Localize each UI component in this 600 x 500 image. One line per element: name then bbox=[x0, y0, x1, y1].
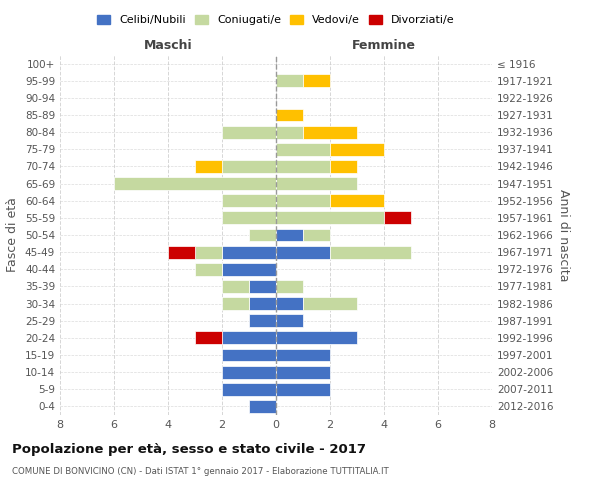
Bar bbox=[222, 332, 276, 344]
Bar bbox=[222, 366, 276, 378]
Bar bbox=[222, 212, 276, 224]
Bar bbox=[276, 160, 330, 173]
Text: Popolazione per età, sesso e stato civile - 2017: Popolazione per età, sesso e stato civil… bbox=[12, 442, 366, 456]
Bar bbox=[276, 108, 303, 122]
Bar bbox=[276, 74, 303, 87]
Bar bbox=[195, 246, 222, 258]
Bar bbox=[222, 160, 276, 173]
Bar bbox=[276, 177, 357, 190]
Bar bbox=[303, 297, 357, 310]
Bar bbox=[303, 228, 330, 241]
Bar bbox=[222, 348, 276, 362]
Bar bbox=[276, 228, 303, 241]
Bar bbox=[114, 177, 276, 190]
Bar bbox=[249, 228, 276, 241]
Bar bbox=[303, 126, 357, 138]
Bar bbox=[222, 126, 276, 138]
Bar bbox=[249, 400, 276, 413]
Bar bbox=[276, 332, 357, 344]
Legend: Celibi/Nubili, Coniugati/e, Vedovi/e, Divorziati/e: Celibi/Nubili, Coniugati/e, Vedovi/e, Di… bbox=[93, 10, 459, 29]
Bar bbox=[195, 263, 222, 276]
Bar bbox=[303, 74, 330, 87]
Y-axis label: Anni di nascita: Anni di nascita bbox=[557, 188, 570, 281]
Bar bbox=[276, 194, 330, 207]
Text: Femmine: Femmine bbox=[352, 38, 416, 52]
Bar bbox=[222, 297, 249, 310]
Bar bbox=[249, 280, 276, 293]
Bar bbox=[276, 348, 330, 362]
Bar bbox=[222, 263, 276, 276]
Bar bbox=[276, 366, 330, 378]
Bar bbox=[384, 212, 411, 224]
Bar bbox=[276, 246, 330, 258]
Bar bbox=[222, 383, 276, 396]
Bar bbox=[222, 280, 249, 293]
Y-axis label: Fasce di età: Fasce di età bbox=[7, 198, 19, 272]
Bar bbox=[276, 383, 330, 396]
Bar bbox=[330, 160, 357, 173]
Bar bbox=[195, 160, 222, 173]
Bar bbox=[276, 126, 303, 138]
Text: COMUNE DI BONVICINO (CN) - Dati ISTAT 1° gennaio 2017 - Elaborazione TUTTITALIA.: COMUNE DI BONVICINO (CN) - Dati ISTAT 1°… bbox=[12, 468, 389, 476]
Bar bbox=[168, 246, 195, 258]
Bar bbox=[249, 314, 276, 327]
Bar bbox=[330, 143, 384, 156]
Bar bbox=[195, 332, 222, 344]
Bar bbox=[330, 246, 411, 258]
Bar bbox=[276, 297, 303, 310]
Text: Maschi: Maschi bbox=[143, 38, 193, 52]
Bar bbox=[276, 143, 330, 156]
Bar bbox=[276, 280, 303, 293]
Bar bbox=[276, 212, 384, 224]
Bar bbox=[276, 314, 303, 327]
Bar bbox=[249, 297, 276, 310]
Bar bbox=[222, 246, 276, 258]
Bar bbox=[330, 194, 384, 207]
Bar bbox=[222, 194, 276, 207]
